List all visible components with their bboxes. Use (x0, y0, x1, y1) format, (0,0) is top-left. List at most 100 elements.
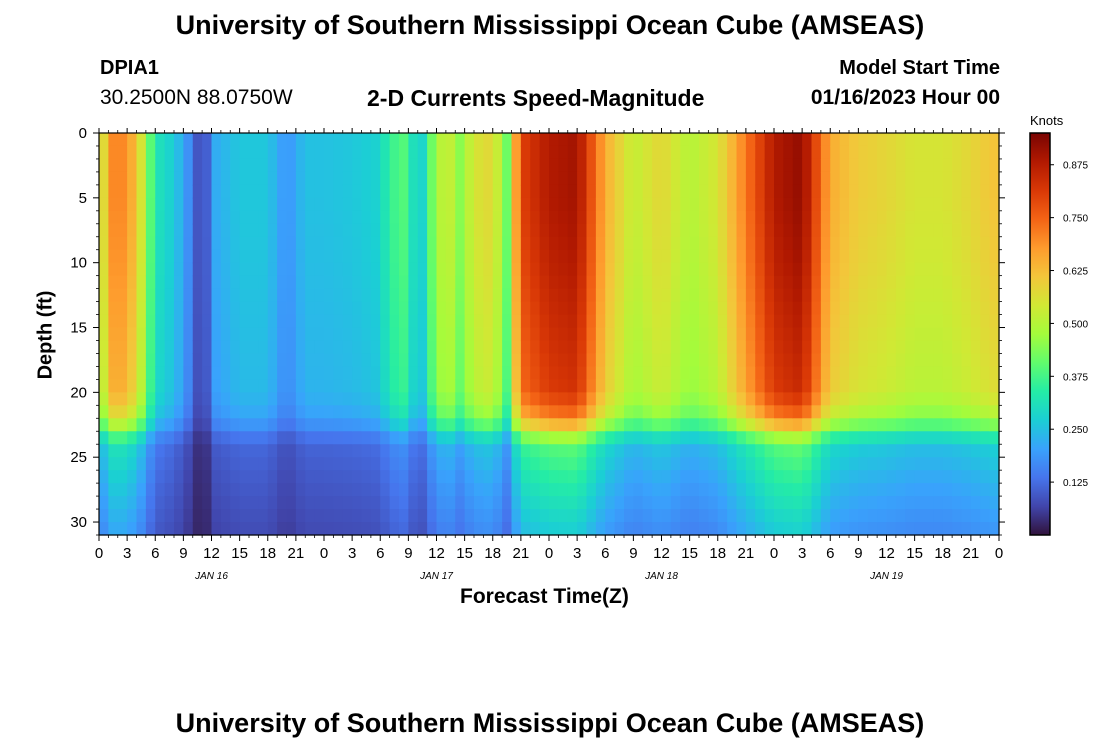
heatmap-cell (811, 158, 822, 173)
heatmap-cell (155, 418, 166, 432)
heatmap-cell (399, 210, 409, 225)
heatmap-cell (277, 509, 288, 523)
heatmap-cell (642, 236, 653, 251)
heatmap-cell (680, 236, 691, 251)
heatmap-cell (267, 392, 278, 406)
heatmap-cell (699, 444, 709, 458)
heatmap-cell (661, 509, 672, 523)
heatmap-cell (642, 431, 653, 445)
heatmap-cell (961, 366, 972, 380)
heatmap-cell (952, 288, 963, 303)
heatmap-cell (511, 197, 522, 212)
heatmap-cell (708, 431, 719, 445)
heatmap-cell (577, 314, 588, 329)
heatmap-cell (483, 262, 494, 277)
heatmap-cell (127, 327, 138, 342)
heatmap-cell (474, 171, 484, 186)
heatmap-cell (492, 133, 503, 147)
heatmap-cell (642, 444, 653, 458)
heatmap-cell (830, 262, 841, 277)
heatmap-cell (202, 431, 213, 445)
heatmap-cell (108, 431, 119, 445)
heatmap-cell (699, 340, 709, 355)
heatmap-cell (183, 314, 194, 329)
heatmap-cell (867, 275, 878, 290)
heatmap-cell (624, 522, 634, 536)
heatmap-cell (867, 223, 878, 238)
heatmap-cell (267, 379, 278, 393)
heatmap-cell (858, 133, 869, 147)
heatmap-cell (389, 275, 400, 290)
heatmap-cell (811, 133, 822, 147)
heatmap-cell (858, 509, 869, 523)
heatmap-cell (108, 145, 119, 160)
heatmap-cell (399, 340, 409, 355)
heatmap-cell (849, 327, 859, 342)
heatmap-cell (736, 327, 747, 342)
colorbar-tick-label: 0.375 (1063, 372, 1088, 383)
heatmap-cell (689, 197, 700, 212)
heatmap-cell (492, 275, 503, 290)
heatmap-cell (108, 496, 119, 510)
heatmap-cell (286, 379, 297, 393)
heatmap-cell (727, 171, 738, 186)
heatmap-cell (502, 158, 513, 173)
heatmap-cell (530, 288, 541, 303)
heatmap-cell (549, 431, 559, 445)
heatmap-cell (155, 470, 166, 484)
heatmap-cell (230, 262, 241, 277)
heatmap-cell (942, 353, 953, 368)
heatmap-cell (427, 379, 438, 393)
heatmap-cell (895, 353, 906, 368)
heatmap-cell (595, 288, 606, 303)
heatmap-cell (145, 327, 156, 342)
heatmap-cell (249, 184, 259, 199)
heatmap-cell (774, 236, 784, 251)
heatmap-cell (286, 145, 297, 160)
heatmap-cell (277, 366, 288, 380)
heatmap-cell (164, 444, 175, 458)
heatmap-cell (942, 223, 953, 238)
heatmap-cell (108, 158, 119, 173)
heatmap-cell (202, 496, 213, 510)
heatmap-cell (436, 275, 447, 290)
heatmap-cell (989, 249, 1000, 264)
heatmap-cell (530, 340, 541, 355)
heatmap-cell (427, 262, 438, 277)
heatmap-cell (183, 210, 194, 225)
heatmap-cell (802, 483, 813, 497)
heatmap-cell (230, 366, 241, 380)
heatmap-cell (249, 236, 259, 251)
heatmap-cell (408, 418, 419, 432)
heatmap-cell (736, 236, 747, 251)
heatmap-cell (539, 145, 550, 160)
heatmap-cell (117, 431, 128, 445)
heatmap-cell (174, 301, 184, 316)
heatmap-cell (830, 340, 841, 355)
heatmap-cell (839, 158, 850, 173)
heatmap-cell (661, 483, 672, 497)
heatmap-cell (858, 418, 869, 432)
heatmap-cell (755, 405, 766, 419)
heatmap-cell (277, 171, 288, 186)
heatmap-cell (595, 145, 606, 160)
heatmap-cell (577, 340, 588, 355)
heatmap-cell (886, 470, 897, 484)
heatmap-cell (614, 197, 625, 212)
heatmap-cell (361, 405, 372, 419)
heatmap-cell (474, 483, 484, 497)
x-tick-label: 15 (906, 545, 923, 562)
heatmap-cell (736, 301, 747, 316)
heatmap-cell (802, 158, 813, 173)
heatmap-cell (333, 327, 344, 342)
heatmap-cell (174, 171, 184, 186)
heatmap-cell (483, 483, 494, 497)
heatmap-cell (586, 275, 597, 290)
heatmap-cell (183, 483, 194, 497)
heatmap-cell (942, 145, 953, 160)
heatmap-cell (877, 431, 888, 445)
heatmap-cell (895, 522, 906, 536)
heatmap-cell (127, 262, 138, 277)
heatmap-cell (380, 470, 391, 484)
x-tick-label: 21 (738, 545, 755, 562)
